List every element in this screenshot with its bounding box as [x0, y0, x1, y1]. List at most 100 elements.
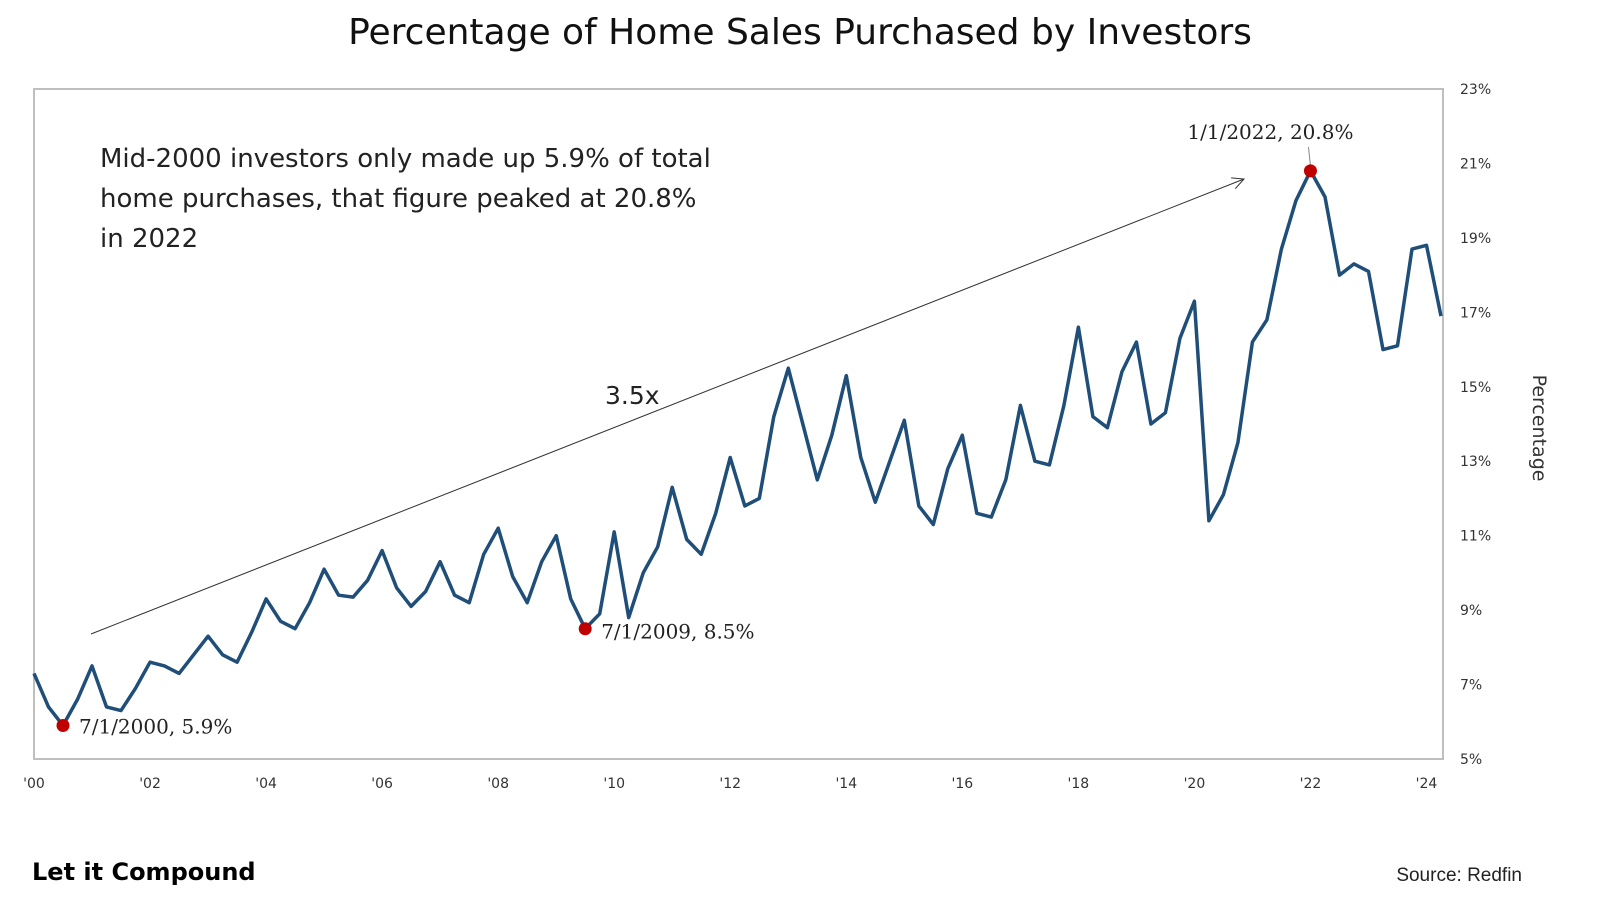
data-point — [1163, 411, 1167, 415]
data-point — [1134, 340, 1138, 344]
data-point — [1410, 247, 1414, 251]
data-point — [1033, 459, 1037, 463]
x-tick-label: '08 — [487, 776, 509, 792]
data-point — [1149, 422, 1153, 426]
data-point — [1047, 463, 1051, 467]
x-tick-label: '22 — [1300, 776, 1322, 792]
data-point — [801, 422, 805, 426]
data-point — [467, 601, 471, 605]
highlight-marker — [56, 719, 70, 732]
x-axis: '00 '02 '04 '06 '08 '10 '12 '14 '16 '18 '20 '22 '24 — [23, 776, 1437, 792]
x-tick-label: '12 — [719, 776, 741, 792]
data-point — [989, 515, 993, 519]
y-tick-label: 11% — [1460, 529, 1491, 545]
data-point — [569, 597, 573, 601]
highlight-label: 7/1/2009, 8.5% — [601, 620, 754, 644]
data-point — [496, 526, 500, 530]
brand-logo: Let it Compound — [32, 858, 256, 886]
highlight-points: 7/1/2000, 5.9% 7/1/2009, 8.5% 1/1/2022, 20… — [56, 120, 1353, 739]
data-point — [366, 578, 370, 582]
x-tick-label: '06 — [371, 776, 393, 792]
data-point — [714, 511, 718, 515]
data-point — [699, 552, 703, 556]
data-point — [177, 671, 181, 675]
data-point — [554, 534, 558, 538]
highlight-marker — [1303, 164, 1317, 178]
data-point — [685, 537, 689, 541]
data-point — [743, 504, 747, 508]
data-point — [960, 433, 964, 437]
x-tick-label: '02 — [139, 776, 161, 792]
data-point — [1294, 199, 1298, 203]
data-point — [1424, 243, 1428, 247]
data-point — [1352, 262, 1356, 266]
data-point — [221, 653, 225, 657]
data-point — [482, 552, 486, 556]
label-leader-line — [1307, 146, 1311, 166]
data-point — [1105, 426, 1109, 430]
x-tick-label: '24 — [1416, 776, 1438, 792]
data-point — [598, 612, 602, 616]
x-tick-label: '14 — [835, 776, 857, 792]
data-point — [1192, 299, 1196, 303]
data-point — [351, 595, 355, 599]
highlight-marker — [578, 622, 592, 636]
data-point — [32, 671, 36, 675]
data-point — [917, 504, 921, 508]
series-line — [32, 169, 1443, 728]
y-tick-label: 13% — [1460, 454, 1491, 470]
data-point — [670, 485, 674, 489]
x-tick-label: '20 — [1184, 776, 1206, 792]
data-point — [728, 456, 732, 460]
y-tick-label: 7% — [1460, 678, 1482, 694]
data-point — [844, 374, 848, 378]
data-point — [76, 697, 80, 701]
data-point — [1250, 340, 1254, 344]
plot-frame — [33, 88, 1444, 760]
y-axis: 5% 7% 9% 11% 13% 15% 17% 19% 21% 23% — [1460, 82, 1491, 768]
annotation-line-1: Mid-2000 investors only made up 5.9% of … — [100, 144, 711, 174]
data-point — [90, 664, 94, 668]
data-point — [1279, 247, 1283, 251]
data-point — [975, 511, 979, 515]
x-tick-label: '18 — [1068, 776, 1090, 792]
data-point — [1120, 370, 1124, 374]
data-point — [1381, 348, 1385, 352]
data-point — [641, 571, 645, 575]
data-point — [308, 601, 312, 605]
data-point — [163, 664, 167, 668]
data-point — [1265, 318, 1269, 322]
data-point — [119, 709, 123, 713]
data-point — [931, 523, 935, 527]
data-point — [656, 545, 660, 549]
data-point — [786, 366, 790, 370]
data-point — [1076, 325, 1080, 329]
data-point — [1366, 269, 1370, 273]
data-point — [206, 634, 210, 638]
data-point — [235, 660, 239, 664]
data-point — [1091, 415, 1095, 419]
y-tick-label: 5% — [1460, 752, 1482, 768]
arrow-label: 3.5x — [605, 381, 660, 410]
data-point — [1337, 273, 1341, 277]
data-point — [279, 619, 283, 623]
data-point — [830, 433, 834, 437]
data-point — [409, 604, 413, 608]
data-point — [250, 630, 254, 634]
annotation-note: Mid-2000 investors only made up 5.9% of … — [100, 144, 711, 254]
x-tick-label: '04 — [255, 776, 277, 792]
data-point — [888, 459, 892, 463]
data-point — [395, 586, 399, 590]
y-axis-label: Percentage — [1528, 375, 1550, 482]
data-point — [1221, 493, 1225, 497]
data-point — [1062, 403, 1066, 407]
data-point — [1439, 314, 1443, 318]
data-point — [1004, 478, 1008, 482]
data-point — [322, 567, 326, 571]
data-point — [192, 653, 196, 657]
y-tick-label: 15% — [1460, 380, 1491, 396]
data-point — [902, 418, 906, 422]
data-point — [1236, 441, 1240, 445]
y-tick-label: 23% — [1460, 82, 1491, 98]
data-point — [511, 575, 515, 579]
